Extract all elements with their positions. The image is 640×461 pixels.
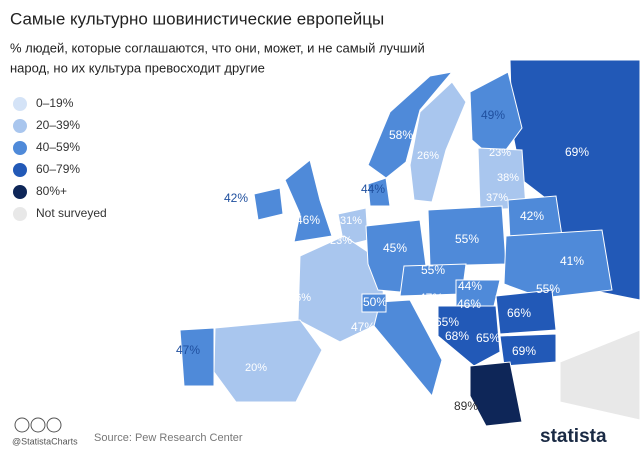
region: [361, 293, 387, 313]
map-label: 44%: [458, 279, 482, 293]
map-label: 65%: [476, 331, 500, 345]
region: [559, 329, 640, 421]
legend-swatch: [13, 119, 27, 133]
region: [179, 327, 215, 387]
map-label: 23%: [489, 147, 511, 159]
region: [373, 299, 443, 398]
map-label: 45%: [383, 241, 407, 255]
legend-swatch: [13, 185, 27, 199]
map-label: 68%: [445, 329, 469, 343]
title: Самые культурно шовинистические европейц…: [10, 9, 384, 28]
region: [503, 229, 613, 299]
source: Source: Pew Research Center: [94, 432, 243, 444]
map-label: 26%: [417, 150, 439, 162]
region: [495, 289, 557, 335]
map-label: 55%: [536, 282, 560, 296]
map-label: 49%: [481, 108, 505, 122]
map-label: 69%: [565, 145, 589, 159]
legend-label: 60–79%: [36, 162, 80, 176]
map-label: 65%: [435, 315, 459, 329]
region: [437, 305, 501, 367]
legend-swatch: [13, 207, 27, 221]
map: [179, 59, 640, 427]
map-label: 42%: [520, 209, 544, 223]
map-label: 47%: [176, 343, 200, 357]
legend-label: 80%+: [36, 184, 67, 198]
region: [469, 361, 523, 427]
map-label: 46%: [457, 297, 481, 311]
map-label: 50%: [363, 295, 387, 309]
subtitle: народ, но их культура превосходит другие: [10, 60, 265, 75]
region: [469, 71, 523, 163]
legend-label: 0–19%: [36, 96, 74, 110]
map-label: 66%: [507, 306, 531, 320]
legend-label: 20–39%: [36, 118, 80, 132]
map-label: 31%: [340, 215, 362, 227]
map-label: 47%: [351, 320, 375, 334]
map-label: 44%: [361, 182, 385, 196]
legend-swatch: [13, 97, 27, 111]
region: [284, 159, 333, 243]
map-label: 58%: [389, 128, 413, 142]
map-label: 42%: [224, 191, 248, 205]
handle: @StatistaCharts: [12, 436, 78, 446]
region: [367, 177, 391, 207]
map-label: 23%: [330, 235, 352, 247]
map-label: 89%: [454, 399, 478, 413]
nd-icon: [46, 417, 62, 433]
cc-icon: [14, 417, 30, 433]
map-label: 36%: [289, 292, 311, 304]
legend-label: 40–59%: [36, 140, 80, 154]
map-label: 37%: [486, 192, 508, 204]
region: [499, 333, 557, 367]
region: [409, 81, 467, 203]
map-label: 55%: [455, 232, 479, 246]
legend-swatch: [13, 141, 27, 155]
map-label: 47%: [419, 291, 443, 305]
subtitle: % людей, которые соглашаются, что они, м…: [10, 40, 425, 55]
map-label: 69%: [512, 344, 536, 358]
map-label: 38%: [497, 172, 519, 184]
map-label: 20%: [245, 362, 267, 374]
map-label: 55%: [421, 263, 445, 277]
by-icon: [30, 417, 46, 433]
legend-label: Not surveyed: [36, 206, 107, 220]
brand: statista: [540, 426, 607, 447]
map-label: 46%: [296, 213, 320, 227]
legend-swatch: [13, 163, 27, 177]
map-label: 41%: [560, 254, 584, 268]
region: [253, 187, 284, 221]
region: [367, 71, 454, 179]
